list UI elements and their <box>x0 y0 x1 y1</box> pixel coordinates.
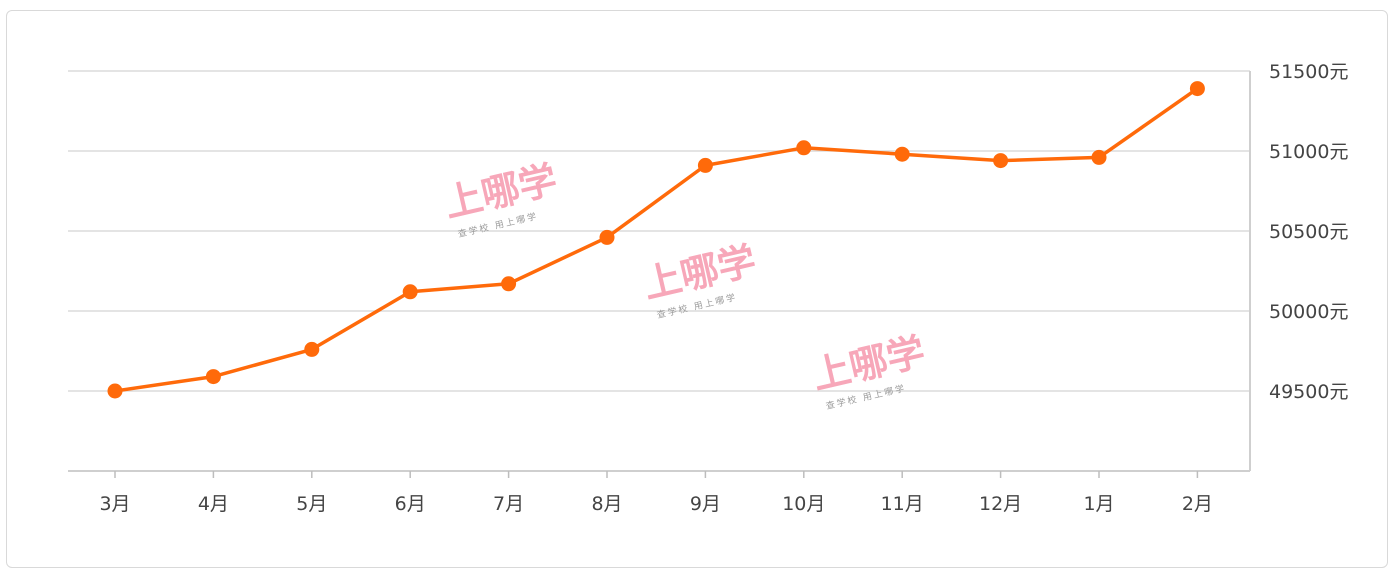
grid-lines <box>68 70 1250 392</box>
data-point <box>599 229 615 245</box>
data-point <box>402 284 418 300</box>
data-point <box>1189 81 1205 97</box>
x-tick-label: 10月 <box>782 493 825 515</box>
x-tick-label: 3月 <box>99 493 130 515</box>
watermark-brand: 上哪学 <box>808 329 929 398</box>
y-tick-label: 50500元 <box>1269 221 1348 243</box>
data-point <box>1091 149 1107 165</box>
series-layer <box>107 81 1205 399</box>
y-axis-labels: 49500元 50000元 50500元 51000元 51500元 <box>1269 61 1348 403</box>
x-tick-label: 7月 <box>493 493 524 515</box>
y-tick-label: 49500元 <box>1269 381 1348 403</box>
data-point <box>501 276 517 292</box>
data-point <box>304 341 320 357</box>
data-point <box>107 383 123 399</box>
y-tick-label: 50000元 <box>1269 301 1348 323</box>
axes <box>68 71 1251 478</box>
series-line <box>113 86 1200 393</box>
x-tick-label: 9月 <box>690 493 721 515</box>
x-tick-label: 5月 <box>296 493 327 515</box>
x-tick-label: 2月 <box>1182 493 1213 515</box>
x-tick-label: 12月 <box>979 493 1022 515</box>
data-point <box>993 153 1009 169</box>
x-tick-label: 6月 <box>395 493 426 515</box>
data-point <box>894 146 910 162</box>
watermark-brand: 上哪学 <box>639 238 760 307</box>
y-tick-label: 51000元 <box>1269 141 1348 163</box>
data-point <box>697 157 713 173</box>
x-tick-label: 11月 <box>881 493 924 515</box>
data-point <box>205 369 221 385</box>
x-tick-label: 1月 <box>1083 493 1114 515</box>
watermark-brand: 上哪学 <box>440 157 561 226</box>
chart-card <box>6 10 1388 568</box>
x-tick-label: 4月 <box>198 493 229 515</box>
x-tick-label: 8月 <box>591 493 622 515</box>
y-tick-label: 51500元 <box>1269 61 1348 83</box>
x-axis-labels: 3月 4月 5月 6月 7月 8月 9月 10月 11月 12月 1月 2月 <box>99 493 1212 515</box>
data-point <box>796 140 812 156</box>
